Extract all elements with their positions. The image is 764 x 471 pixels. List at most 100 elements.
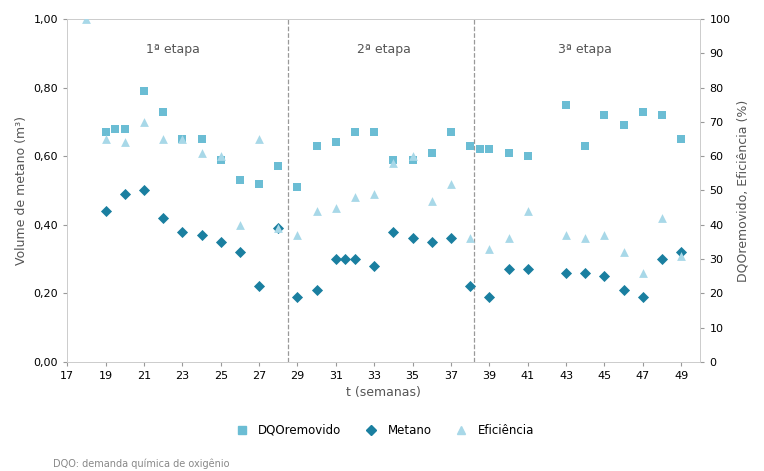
Point	[215, 153, 227, 160]
Point	[656, 214, 668, 222]
Point	[272, 162, 284, 170]
Y-axis label: DQOremovido, Eficiência (%): DQOremovido, Eficiência (%)	[736, 99, 749, 282]
Y-axis label: Volume de metano (m³): Volume de metano (m³)	[15, 116, 28, 265]
Point	[80, 15, 92, 23]
Point	[215, 238, 227, 246]
Point	[445, 235, 457, 242]
Point	[368, 129, 380, 136]
Point	[215, 156, 227, 163]
Point	[349, 255, 361, 263]
Point	[234, 248, 246, 256]
Point	[579, 269, 591, 276]
Text: 1ª etapa: 1ª etapa	[146, 43, 199, 56]
Point	[118, 125, 131, 132]
Point	[474, 146, 486, 153]
Point	[484, 146, 496, 153]
Point	[387, 156, 400, 163]
Point	[349, 129, 361, 136]
Point	[157, 214, 170, 222]
Point	[445, 129, 457, 136]
Point	[636, 293, 649, 300]
Point	[387, 228, 400, 236]
Point	[196, 135, 208, 143]
Point	[368, 262, 380, 270]
Point	[617, 248, 630, 256]
Text: DQO: demanda química de oxigênio: DQO: demanda química de oxigênio	[53, 458, 230, 469]
Point	[598, 111, 610, 119]
Point	[330, 255, 342, 263]
Legend: DQOremovido, Metano, Eficiência: DQOremovido, Metano, Eficiência	[225, 419, 539, 441]
Point	[617, 286, 630, 293]
Point	[253, 135, 265, 143]
Point	[176, 228, 189, 236]
Point	[234, 177, 246, 184]
Point	[234, 221, 246, 228]
Point	[636, 108, 649, 115]
Point	[484, 245, 496, 252]
Point	[99, 129, 112, 136]
Point	[157, 108, 170, 115]
Point	[253, 180, 265, 187]
Point	[484, 293, 496, 300]
Point	[157, 135, 170, 143]
Point	[503, 149, 515, 156]
Point	[253, 283, 265, 290]
Point	[310, 142, 322, 150]
Point	[522, 153, 534, 160]
Point	[426, 149, 438, 156]
Point	[196, 231, 208, 239]
Point	[426, 197, 438, 204]
Point	[656, 111, 668, 119]
Point	[291, 293, 303, 300]
Point	[503, 266, 515, 273]
Point	[503, 235, 515, 242]
Point	[406, 235, 419, 242]
Point	[675, 252, 688, 260]
Point	[330, 138, 342, 146]
Point	[272, 224, 284, 232]
Point	[310, 286, 322, 293]
Point	[138, 187, 150, 194]
Point	[560, 269, 572, 276]
Point	[675, 248, 688, 256]
Point	[579, 235, 591, 242]
Point	[636, 269, 649, 276]
Point	[598, 272, 610, 280]
Point	[406, 156, 419, 163]
Point	[522, 266, 534, 273]
Point	[176, 135, 189, 143]
Text: 2ª etapa: 2ª etapa	[357, 43, 411, 56]
Point	[118, 190, 131, 198]
Point	[522, 207, 534, 215]
Point	[310, 207, 322, 215]
Text: 3ª etapa: 3ª etapa	[558, 43, 612, 56]
Point	[138, 118, 150, 126]
Point	[99, 207, 112, 215]
Point	[349, 194, 361, 201]
Point	[291, 183, 303, 191]
Point	[464, 283, 476, 290]
Point	[464, 235, 476, 242]
Point	[656, 255, 668, 263]
Point	[617, 122, 630, 129]
Point	[598, 231, 610, 239]
Point	[272, 224, 284, 232]
Point	[445, 180, 457, 187]
X-axis label: t (semanas): t (semanas)	[346, 387, 421, 399]
Point	[560, 231, 572, 239]
Point	[406, 153, 419, 160]
Point	[118, 138, 131, 146]
Point	[387, 159, 400, 167]
Point	[109, 125, 121, 132]
Point	[138, 87, 150, 95]
Point	[579, 142, 591, 150]
Point	[99, 135, 112, 143]
Point	[196, 149, 208, 156]
Point	[291, 231, 303, 239]
Point	[330, 204, 342, 211]
Point	[176, 135, 189, 143]
Point	[560, 101, 572, 108]
Point	[426, 238, 438, 246]
Point	[675, 135, 688, 143]
Point	[339, 255, 351, 263]
